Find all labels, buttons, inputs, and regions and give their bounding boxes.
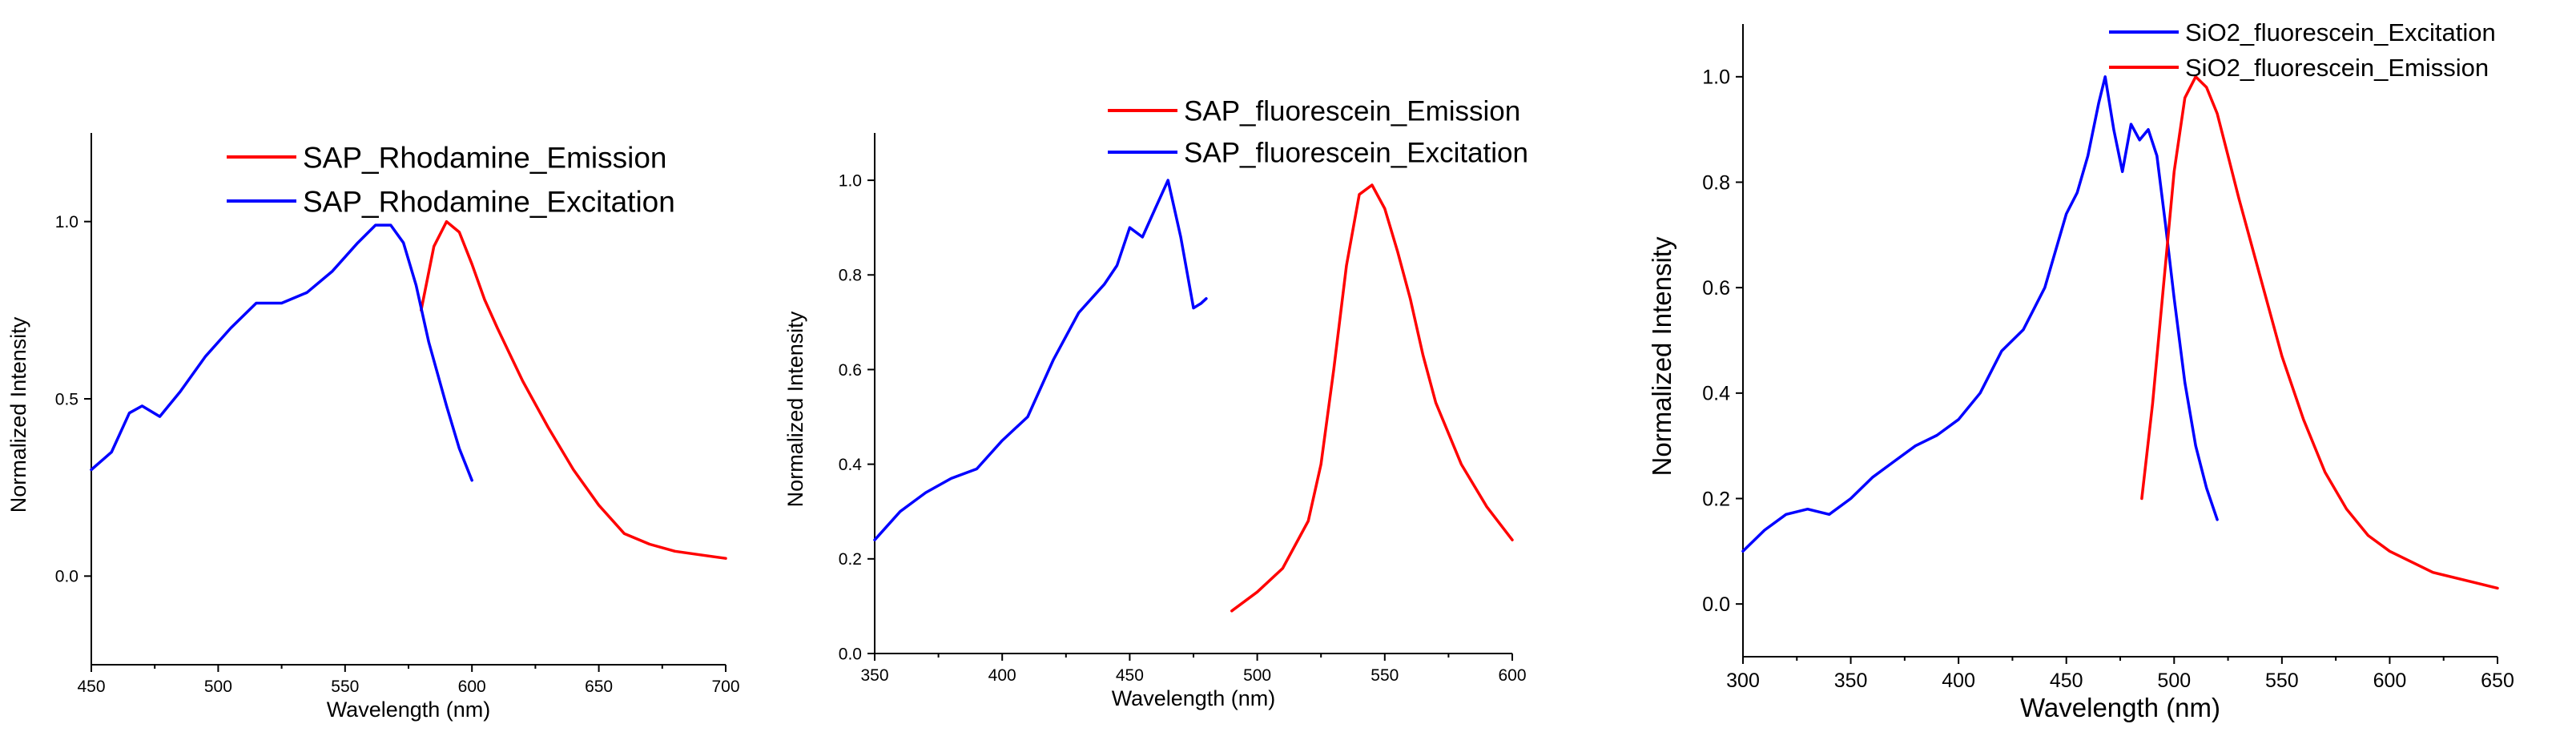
x-tick-label: 350 bbox=[860, 666, 888, 685]
y-axis-title: Normalized Intensity bbox=[783, 311, 807, 507]
x-axis-title: Wavelength (nm) bbox=[2020, 693, 2220, 722]
y-axis-title: Normalized Intensity bbox=[6, 316, 30, 513]
x-axis-title: Wavelength (nm) bbox=[327, 698, 491, 722]
x-tick-label: 500 bbox=[1243, 666, 1271, 685]
y-tick-label: 0.2 bbox=[1702, 488, 1730, 510]
x-tick-label: 450 bbox=[2050, 670, 2083, 692]
y-tick-label: 1.0 bbox=[839, 171, 862, 190]
y-tick-label: 0.0 bbox=[839, 645, 862, 663]
x-tick-label: 400 bbox=[1942, 670, 1975, 692]
legend-label: SAP_Rhodamine_Emission bbox=[303, 141, 667, 174]
y-axis-title: Normalized Intensity bbox=[1647, 236, 1676, 476]
legend-label: SiO2_fluorescein_Excitation bbox=[2185, 18, 2496, 46]
x-tick-label: 650 bbox=[585, 678, 613, 696]
x-tick-label: 600 bbox=[1498, 666, 1526, 685]
y-tick-label: 0.8 bbox=[1702, 171, 1730, 194]
x-tick-label: 550 bbox=[1371, 666, 1399, 685]
y-tick-label: 0.2 bbox=[839, 550, 862, 569]
x-axis-title: Wavelength (nm) bbox=[1112, 686, 1276, 710]
y-tick-label: 0.4 bbox=[839, 456, 863, 474]
x-tick-label: 450 bbox=[77, 678, 105, 696]
x-tick-label: 400 bbox=[988, 666, 1016, 685]
legend-label: SiO2_fluorescein_Emission bbox=[2185, 54, 2489, 82]
x-tick-label: 500 bbox=[204, 678, 232, 696]
y-tick-label: 0.5 bbox=[55, 390, 78, 408]
x-tick-label: 600 bbox=[458, 678, 486, 696]
series-line-sio2-fluorescein-excitation bbox=[1741, 75, 2219, 553]
legend-label: SAP_Rhodamine_Excitation bbox=[303, 185, 675, 218]
x-tick-label: 500 bbox=[2157, 670, 2191, 692]
chart-panel-sio2-fluorescein: 300 350 400 450 500 550 600 650 0.0 0.2 0.4 0.6 0.8 1… bbox=[1647, 18, 2514, 722]
y-tick-label: 0.6 bbox=[1702, 277, 1730, 300]
x-tick-label: 600 bbox=[2373, 670, 2407, 692]
y-tick-label: 0.0 bbox=[55, 568, 78, 586]
y-tick-label: 0.6 bbox=[839, 361, 862, 380]
y-tick-label: 1.0 bbox=[1702, 66, 1730, 89]
x-tick-label: 550 bbox=[331, 678, 359, 696]
series-line-sap-rhodamine-excitation bbox=[90, 223, 473, 482]
x-tick-label: 350 bbox=[1834, 670, 1868, 692]
y-tick-label: 0.8 bbox=[839, 267, 862, 285]
x-tick-label: 550 bbox=[2265, 670, 2299, 692]
x-tick-label: 700 bbox=[711, 678, 739, 696]
y-tick-label: 1.0 bbox=[55, 213, 78, 231]
y-tick-label: 0.0 bbox=[1702, 593, 1730, 616]
x-tick-label: 300 bbox=[1726, 670, 1760, 692]
chart-panel-sap-fluorescein: 350 400 450 500 550 600 0.0 0.2 0.4 0.6 0.8 1.0 Wave… bbox=[783, 96, 1528, 710]
series-line-sap-rhodamine-emission bbox=[420, 219, 727, 560]
y-tick-label: 0.4 bbox=[1702, 383, 1730, 405]
series-line-sap-fluorescein-excitation bbox=[873, 179, 1208, 541]
legend-label: SAP_fluorescein_Emission bbox=[1184, 96, 1520, 127]
x-tick-label: 650 bbox=[2481, 670, 2514, 692]
chart-panel-rhodamine: 450 500 550 600 650 700 0.0 0.5 1.0 Wavelength (n… bbox=[6, 133, 740, 722]
legend-label: SAP_fluorescein_Excitation bbox=[1184, 138, 1528, 169]
x-tick-label: 450 bbox=[1116, 666, 1144, 685]
series-line-sio2-fluorescein-emission bbox=[2140, 75, 2499, 590]
series-line-sap-fluorescein-emission bbox=[1230, 183, 1514, 613]
